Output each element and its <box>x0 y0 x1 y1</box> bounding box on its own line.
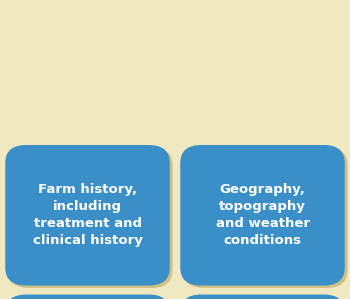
FancyBboxPatch shape <box>183 297 348 299</box>
FancyBboxPatch shape <box>8 297 173 299</box>
FancyBboxPatch shape <box>5 145 170 286</box>
Text: Farm history,
including
treatment and
clinical history: Farm history, including treatment and cl… <box>33 183 142 247</box>
FancyBboxPatch shape <box>5 295 170 299</box>
Text: Geography,
topography
and weather
conditions: Geography, topography and weather condit… <box>216 183 309 247</box>
FancyBboxPatch shape <box>183 147 348 288</box>
FancyBboxPatch shape <box>180 295 345 299</box>
FancyBboxPatch shape <box>180 145 345 286</box>
FancyBboxPatch shape <box>8 147 173 288</box>
